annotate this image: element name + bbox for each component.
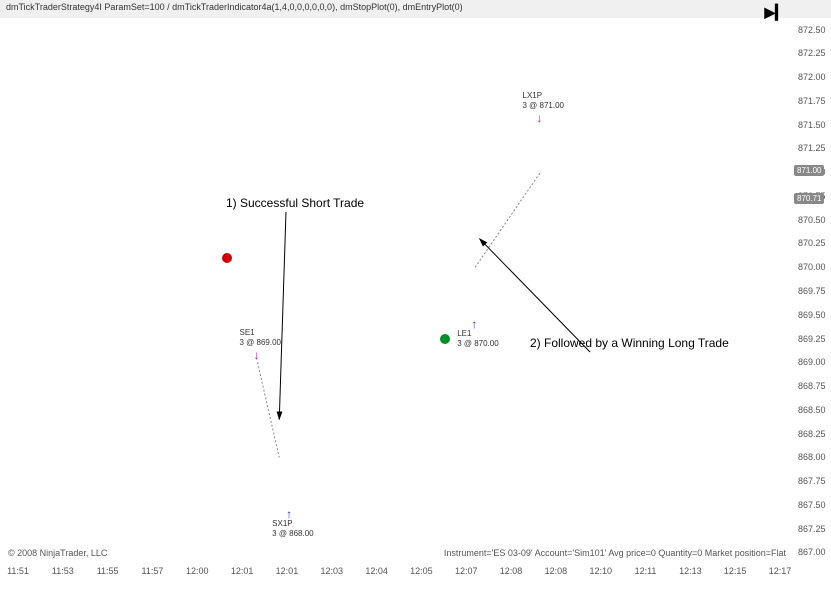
- x-tick-label: 12:00: [183, 566, 211, 576]
- y-tick-label: 870.00: [798, 262, 826, 272]
- x-tick-label: 11:57: [138, 566, 166, 576]
- x-tick-label: 12:08: [497, 566, 525, 576]
- x-tick-label: 12:01: [228, 566, 256, 576]
- footer-instrument: Instrument='ES 03-09' Account='Sim101' A…: [444, 548, 786, 558]
- y-tick-label: 867.75: [798, 476, 826, 486]
- y-tick-label: 869.00: [798, 357, 826, 367]
- y-tick-label: 869.50: [798, 310, 826, 320]
- chart-header: dmTickTraderStrategy4I ParamSet=100 / dm…: [0, 0, 831, 18]
- x-tick-label: 12:10: [587, 566, 615, 576]
- y-tick-label: 871.25: [798, 143, 826, 153]
- x-tick-label: 12:15: [721, 566, 749, 576]
- se1-label: SE13 @ 869.00: [239, 328, 280, 348]
- le1-label: LE13 @ 870.00: [457, 329, 498, 349]
- x-tick-label: 12:05: [407, 566, 435, 576]
- price-tag: 871.00: [794, 165, 824, 176]
- playback-icon[interactable]: ▶▎: [764, 4, 786, 21]
- sx1p-arrow-icon: ↑: [286, 509, 292, 519]
- y-tick-label: 871.50: [798, 120, 826, 130]
- overlay-svg: [0, 0, 831, 594]
- x-tick-label: 11:51: [4, 566, 32, 576]
- y-tick-label: 872.50: [798, 25, 826, 35]
- x-tick-label: 12:04: [363, 566, 391, 576]
- x-tick-label: 12:08: [542, 566, 570, 576]
- anno-short: 1) Successful Short Trade: [226, 196, 364, 210]
- x-tick-label: 12:13: [676, 566, 704, 576]
- y-tick-label: 872.00: [798, 72, 826, 82]
- se1-arrow-icon: ↓: [253, 350, 259, 360]
- y-tick-label: 868.75: [798, 381, 826, 391]
- x-tick-label: 12:07: [452, 566, 480, 576]
- x-tick-label: 12:17: [766, 566, 794, 576]
- y-tick-label: 869.25: [798, 334, 826, 344]
- sx1p-label: SX1P3 @ 868.00: [272, 519, 313, 539]
- price-tag: 870.71: [794, 193, 824, 204]
- y-tick-label: 870.25: [798, 238, 826, 248]
- y-tick-label: 869.75: [798, 286, 826, 296]
- le1-arrow-icon: ↑: [471, 319, 477, 329]
- y-tick-label: 867.00: [798, 547, 826, 557]
- footer-copyright: © 2008 NinjaTrader, LLC: [8, 548, 107, 558]
- lx1p-arrow-icon: ↓: [537, 113, 543, 123]
- short-entry-dot: [222, 253, 232, 263]
- long-entry-dot: [440, 334, 450, 344]
- y-tick-label: 868.50: [798, 405, 826, 415]
- x-tick-label: 12:03: [318, 566, 346, 576]
- y-tick-label: 868.00: [798, 452, 826, 462]
- y-tick-label: 872.25: [798, 48, 826, 58]
- y-tick-label: 867.50: [798, 500, 826, 510]
- y-tick-label: 868.25: [798, 429, 826, 439]
- y-tick-label: 871.75: [798, 96, 826, 106]
- x-tick-label: 11:55: [94, 566, 122, 576]
- y-tick-label: 870.50: [798, 215, 826, 225]
- x-tick-label: 12:11: [632, 566, 660, 576]
- y-tick-label: 867.25: [798, 524, 826, 534]
- x-tick-label: 11:53: [49, 566, 77, 576]
- lx1p-label: LX1P3 @ 871.00: [523, 91, 564, 111]
- anno-long: 2) Followed by a Winning Long Trade: [530, 336, 729, 350]
- x-tick-label: 12:01: [273, 566, 301, 576]
